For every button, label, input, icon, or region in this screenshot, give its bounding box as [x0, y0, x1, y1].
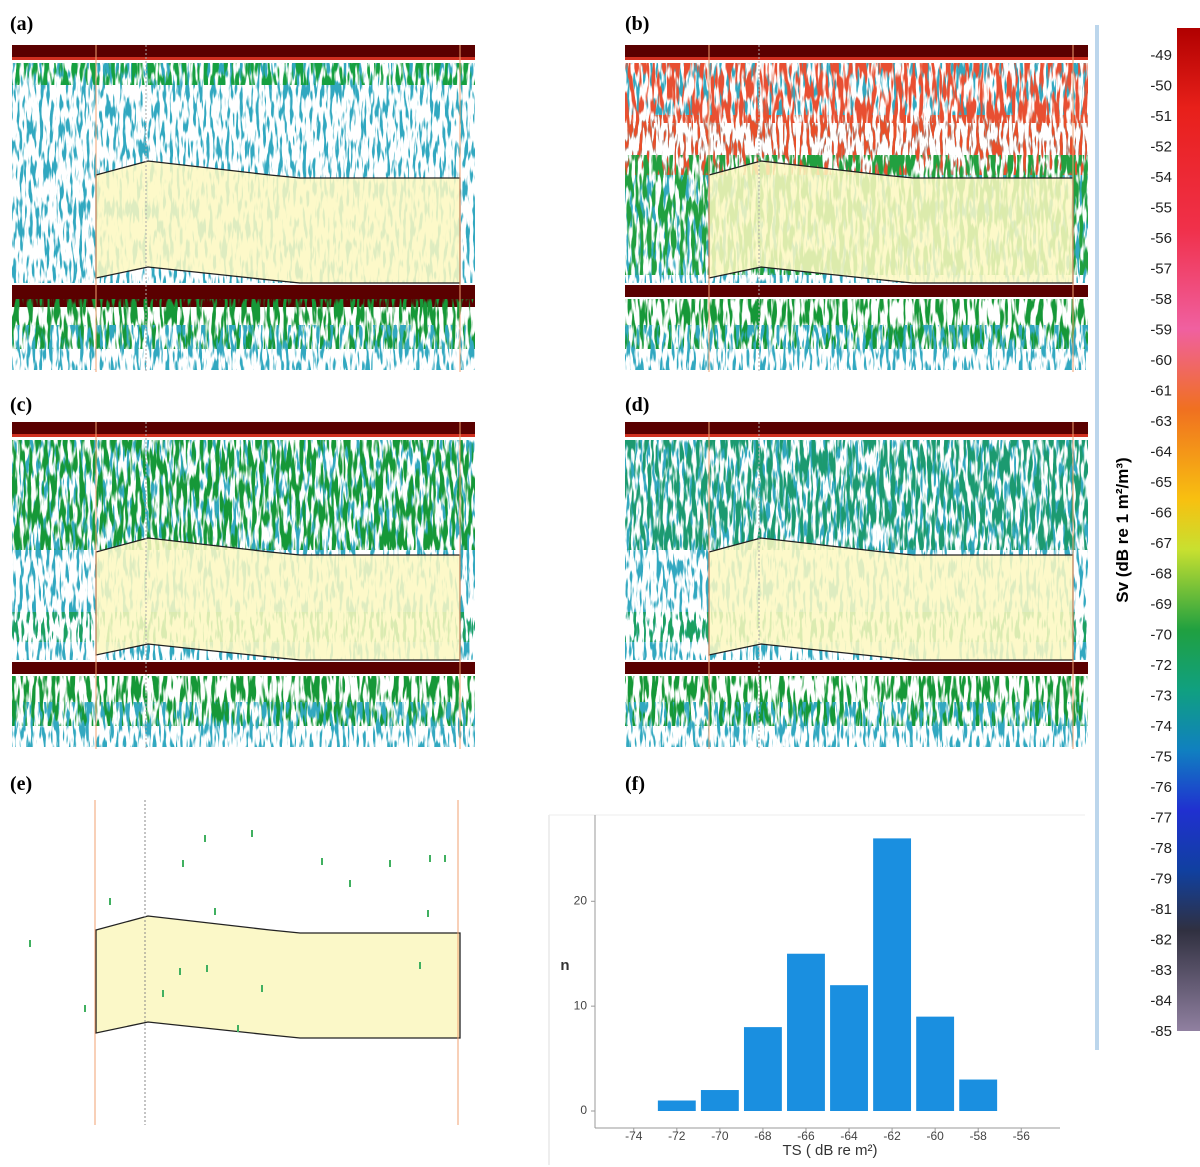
x-tick-label: -56	[1013, 1129, 1031, 1143]
bar	[916, 1016, 955, 1111]
y-tick-label: 10	[574, 998, 588, 1012]
bar	[743, 1027, 782, 1111]
x-tick-label: -60	[926, 1129, 944, 1143]
histogram: TS ( dB re m²) n 0 10 20 -74 -72 -70 -68 -66 -64…	[548, 814, 1085, 1165]
panel-label: (b)	[625, 13, 649, 35]
colorbar-label: -58	[1150, 291, 1172, 308]
echo-band	[12, 325, 475, 370]
echo-band	[12, 440, 475, 550]
colorbar-label: -78	[1150, 840, 1172, 857]
echogram-region	[29, 800, 461, 1125]
panel-label: (f)	[625, 773, 645, 795]
surface-line	[12, 434, 475, 437]
colorbar-label: -59	[1150, 321, 1172, 338]
colorbar-label: -57	[1150, 260, 1172, 277]
colorbar-label: -55	[1150, 199, 1172, 216]
surface-line	[625, 45, 1088, 57]
colorbar-label: -73	[1150, 687, 1172, 704]
colorbar-label: -84	[1150, 992, 1172, 1009]
y-tick-label: 20	[574, 893, 588, 907]
region	[708, 537, 1074, 661]
colorbar-label: -85	[1150, 1023, 1172, 1040]
echo-band	[625, 440, 1088, 550]
x-tick-label: -74	[625, 1129, 643, 1143]
surface-line	[625, 422, 1088, 434]
colorbar-label: -67	[1150, 535, 1172, 552]
colorbar-label: -69	[1150, 596, 1172, 613]
echo-band	[12, 702, 475, 747]
echogram	[625, 45, 1088, 372]
colorbar-label: -74	[1150, 718, 1172, 735]
colorbar-title: Sv (dB re 1 m²/m³)	[1113, 457, 1132, 602]
colorbar-label: -66	[1150, 504, 1172, 521]
colorbar-label: -61	[1150, 382, 1172, 399]
x-tick-label: -72	[668, 1129, 686, 1143]
y-axis-label: n	[560, 957, 569, 974]
colorbar-scale	[1177, 28, 1200, 1031]
bar	[873, 838, 912, 1111]
colorbar-label: -76	[1150, 779, 1172, 796]
region	[95, 160, 461, 284]
surface-line	[12, 422, 475, 434]
colorbar-label: -77	[1150, 809, 1172, 826]
bottom-echo	[12, 662, 475, 674]
colorbar-label: -54	[1150, 169, 1172, 186]
x-tick-label: -58	[970, 1129, 988, 1143]
panel-label: (c)	[10, 394, 32, 416]
x-tick-label: -62	[883, 1129, 901, 1143]
colorbar-label: -63	[1150, 413, 1172, 430]
colorbar-label: -70	[1150, 626, 1172, 643]
bar	[787, 953, 825, 1111]
colorbar-label: -52	[1150, 138, 1172, 155]
colorbar-label: -79	[1150, 870, 1172, 887]
colorbar-label: -65	[1150, 474, 1172, 491]
x-tick-label: -66	[797, 1129, 815, 1143]
colorbar-label: -51	[1150, 108, 1172, 125]
x-tick-label: -70	[711, 1129, 729, 1143]
echogram	[12, 422, 475, 749]
colorbar: Sv (dB re 1 m²/m³) -49 -50 -51 -52 -54 -55 -56…	[1095, 25, 1200, 1050]
bar	[959, 1079, 998, 1111]
echo-band	[625, 63, 1088, 123]
panel-labels: (a) (b) (c) (d) (e) (f)	[10, 13, 649, 795]
bar	[830, 985, 868, 1111]
echograms	[12, 45, 1088, 1125]
echo-band	[625, 702, 1088, 747]
colorbar-label: -56	[1150, 230, 1172, 247]
echogram	[12, 45, 475, 372]
colorbar-label: -50	[1150, 77, 1172, 94]
surface-line	[12, 57, 475, 60]
colorbar-label: -75	[1150, 748, 1172, 765]
x-axis-label: TS ( dB re m²)	[782, 1142, 877, 1159]
colorbar-label: -81	[1150, 901, 1172, 918]
echo-band	[12, 63, 475, 85]
x-tick-label: -68	[754, 1129, 772, 1143]
y-tick-label: 0	[580, 1103, 587, 1117]
surface-line	[625, 57, 1088, 60]
x-tick-label: -64	[840, 1129, 858, 1143]
echo-band	[625, 325, 1088, 370]
bottom-echo	[625, 662, 1088, 674]
colorbar-label: -60	[1150, 352, 1172, 369]
echogram	[625, 422, 1088, 749]
colorbar-label: -83	[1150, 962, 1172, 979]
bar	[700, 1090, 739, 1111]
bar	[657, 1100, 696, 1111]
surface-line	[12, 45, 475, 57]
panel-label: (e)	[10, 773, 32, 795]
panel-label: (d)	[625, 394, 649, 416]
bottom-echo	[625, 285, 1088, 297]
surface-line	[625, 434, 1088, 437]
colorbar-label: -49	[1150, 47, 1172, 64]
colorbar-label: -72	[1150, 657, 1172, 674]
region	[708, 160, 1074, 284]
colorbar-label: -64	[1150, 443, 1172, 460]
panel-label: (a)	[10, 13, 33, 35]
colorbar-label: -82	[1150, 931, 1172, 948]
region	[95, 537, 461, 661]
region	[95, 915, 461, 1039]
colorbar-label: -68	[1150, 565, 1172, 582]
